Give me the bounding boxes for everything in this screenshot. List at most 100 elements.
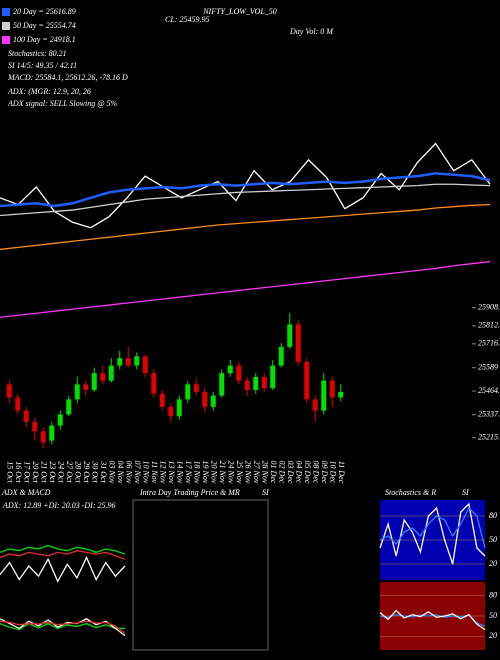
legend-swatch	[2, 22, 10, 30]
series-line	[0, 183, 491, 217]
series-line	[0, 260, 491, 318]
candle-body	[117, 358, 123, 366]
annotation: MACD: 25584.1, 25612.26, -78.16 D	[7, 73, 128, 82]
annotation: Stochastics: 80.21	[8, 49, 67, 58]
y-tick-label: 50	[489, 535, 497, 544]
candle-body	[108, 365, 114, 381]
candle-body	[74, 384, 80, 400]
y-tick-label: 20	[489, 631, 497, 640]
candle-body	[193, 384, 199, 392]
legend-swatch	[2, 36, 10, 44]
annotation: ADX signal: SELL Slowing @ 5%	[7, 99, 118, 108]
series-line	[0, 550, 126, 560]
close-price: CL: 25459.95	[165, 15, 209, 24]
x-tick-label: 08 Dec	[311, 461, 320, 484]
x-tick-label: 11 Dec	[337, 461, 346, 484]
candle-body	[219, 373, 225, 396]
x-tick-label: 02 Dec	[277, 461, 286, 484]
panel-subtitle: ADX: 12.89 +DI: 20.03 -DI: 25.96	[2, 501, 116, 510]
y-tick-label: 80	[489, 590, 497, 599]
x-tick-label: 15 Oct	[5, 461, 14, 483]
series-line	[0, 172, 491, 208]
annotation: ADX: (MGR: 12.9, 20, 26	[7, 87, 91, 96]
x-tick-label: 18 Nov	[192, 461, 201, 484]
x-tick-label: 13 Nov	[167, 461, 176, 484]
x-tick-label: 24 Nov	[226, 461, 235, 484]
x-tick-label: 03 Dec	[286, 461, 295, 484]
candle-body	[57, 414, 63, 426]
y-tick-label: 80	[489, 511, 497, 520]
x-tick-label: 25 Nov	[235, 461, 244, 484]
series-line	[0, 544, 126, 555]
series-line	[0, 620, 126, 634]
intraday-box	[132, 499, 269, 651]
x-tick-label: 14 Nov	[175, 461, 184, 484]
candle-body	[270, 365, 276, 389]
candle-body	[185, 384, 191, 400]
series-line	[0, 555, 126, 583]
candle-body	[287, 324, 293, 347]
chart-title: NIFTY_LOW_VOL_50	[202, 7, 277, 16]
candle-body	[244, 380, 250, 390]
x-tick-label: 17 Nov	[184, 461, 193, 484]
x-tick-label: 28 Oct	[73, 461, 82, 483]
y-tick-label: 25337.9	[478, 410, 500, 419]
x-tick-label: 27 Oct	[65, 461, 74, 483]
x-tick-label: 30 Oct	[90, 460, 99, 483]
candle-body	[227, 365, 233, 374]
candle-body	[304, 361, 310, 400]
y-tick-label: 50	[489, 611, 497, 620]
x-tick-label: 04 Dec	[294, 461, 303, 484]
series-line	[0, 203, 491, 251]
x-tick-label: 19 Nov	[201, 461, 210, 484]
x-tick-label: 11 Nov	[150, 461, 159, 484]
legend-label: 50 Day = 25554.74	[13, 21, 76, 30]
x-tick-label: 16 Oct	[14, 461, 23, 483]
series-line	[379, 609, 486, 631]
candle-body	[253, 376, 259, 390]
x-tick-label: 04 Nov	[116, 461, 125, 484]
candle-body	[329, 380, 335, 398]
candle-body	[151, 373, 157, 394]
candle-body	[210, 395, 216, 407]
candle-body	[338, 391, 344, 398]
candle-body	[159, 393, 165, 407]
candle-body	[100, 373, 106, 381]
series-line	[379, 502, 486, 565]
y-tick-label: 20	[489, 559, 497, 568]
x-tick-label: 01 Dec	[269, 461, 278, 484]
x-tick-label: 31 Oct	[99, 460, 108, 483]
y-tick-label: 25812.2	[478, 321, 500, 330]
candle-body	[202, 391, 208, 407]
candle-body	[83, 384, 89, 390]
x-tick-label: 28 Nov	[260, 461, 269, 484]
candle-body	[91, 373, 97, 390]
candle-body	[23, 410, 29, 422]
x-tick-label: 12 Nov	[158, 461, 167, 484]
x-tick-label: 23 Oct	[48, 461, 57, 483]
x-tick-label: 20 Oct	[31, 461, 40, 483]
x-tick-label: 07 Nov	[133, 461, 142, 484]
annotation: SI 14/5: 49.35 / 42.11	[8, 61, 77, 70]
candle-body	[49, 425, 55, 441]
x-tick-label: 03 Nov	[107, 461, 116, 484]
x-tick-label: 27 Nov	[252, 461, 261, 484]
panel-subtitle: SI	[462, 488, 469, 497]
candle-body	[32, 421, 38, 432]
x-tick-label: 29 Oct	[82, 461, 91, 483]
x-tick-label: 24 Oct	[56, 461, 65, 483]
panel-title: Intra Day Trading Price & MR	[139, 488, 240, 497]
x-tick-label: 10 Dec	[328, 461, 337, 484]
candle-body	[261, 376, 267, 389]
side-note: Day Vol: 0 M	[289, 27, 334, 36]
panel-subtitle: SI	[262, 488, 269, 497]
y-tick-label: 25589	[478, 363, 498, 372]
candle-body	[15, 397, 21, 411]
legend-label: 100 Day = 24918.1	[13, 35, 76, 44]
x-tick-label: 09 Dec	[320, 461, 329, 484]
panel-title: ADX & MACD	[1, 488, 51, 497]
candle-body	[321, 380, 327, 411]
x-tick-label: 21 Nov	[218, 461, 227, 484]
